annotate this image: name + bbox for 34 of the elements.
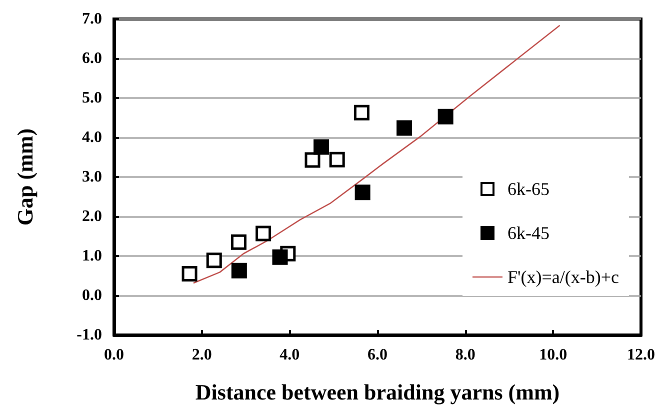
point xyxy=(354,184,370,200)
point xyxy=(329,152,345,168)
point xyxy=(438,108,454,124)
x-tick-label: 2.0 xyxy=(192,346,212,364)
x-tick-label: 12.0 xyxy=(627,346,655,364)
y-tick-label: 6.0 xyxy=(82,50,102,67)
x-tick-label: 8.0 xyxy=(455,346,476,364)
y-tick-label: 4.0 xyxy=(82,129,102,146)
legend-label: F'(x)=a/(x-b)+c xyxy=(507,267,620,287)
point xyxy=(206,252,222,268)
x-axis-title: Distance between braiding yarns (mm) xyxy=(195,380,560,404)
x-tick-label: 6.0 xyxy=(368,346,388,364)
x-tick-label: 0.0 xyxy=(104,346,124,364)
y-tick-label: 5.0 xyxy=(82,90,102,106)
y-tick-label: 7.0 xyxy=(82,10,102,28)
legend-label: 6k-45 xyxy=(507,223,550,243)
x-tick-label: 10.0 xyxy=(539,346,568,364)
point xyxy=(354,104,370,120)
y-tick-label: 1.0 xyxy=(82,248,102,264)
point xyxy=(396,120,412,136)
point xyxy=(272,249,288,265)
point xyxy=(231,262,247,278)
point xyxy=(182,266,198,282)
legend-label: 6k-65 xyxy=(507,179,550,199)
x-tick-label: 4.0 xyxy=(280,346,300,364)
y-tick-label: 3.0 xyxy=(82,168,102,186)
y-tick-label: 2.0 xyxy=(82,208,102,225)
point xyxy=(230,234,246,250)
point xyxy=(256,226,272,242)
point xyxy=(304,152,320,168)
y-tick-label: -1.0 xyxy=(76,326,102,344)
y-tick-label: 0.0 xyxy=(82,287,102,304)
point xyxy=(314,139,330,155)
y-axis-title: Gap (mm) xyxy=(12,128,38,226)
